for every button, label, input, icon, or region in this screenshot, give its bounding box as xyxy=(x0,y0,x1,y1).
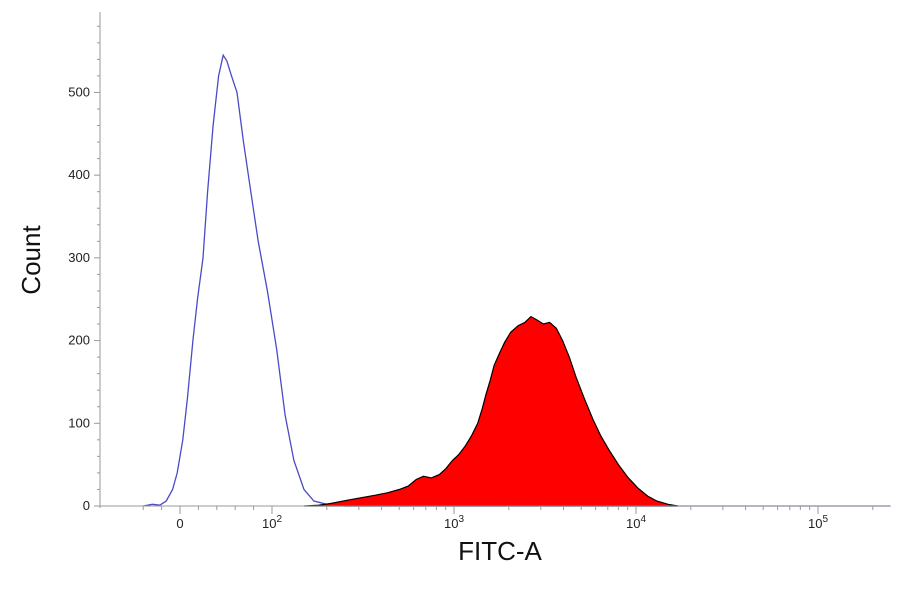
x-tick-label: 0 xyxy=(176,516,183,531)
y-tick-label: 200 xyxy=(68,333,90,348)
x-tick-label: 102 xyxy=(262,514,282,531)
x-axis-title: FITC-A xyxy=(458,536,542,566)
y-tick-label: 100 xyxy=(68,415,90,430)
y-axis: 0 100 200 300 400 500 xyxy=(68,12,101,513)
x-tick-label: 103 xyxy=(444,514,464,531)
plot-area xyxy=(143,53,891,507)
histogram-filled-series xyxy=(303,315,679,507)
y-tick-label: 300 xyxy=(68,250,90,265)
y-tick-label: 0 xyxy=(83,498,90,513)
x-tick-label: 104 xyxy=(626,514,646,531)
x-axis: 0 102 103 104 105 xyxy=(98,505,890,531)
x-tick-label: 105 xyxy=(808,514,828,531)
y-axis-title: Count xyxy=(16,225,46,295)
y-tick-label: 500 xyxy=(68,84,90,99)
histogram-outline-series xyxy=(143,53,891,507)
y-tick-label: 400 xyxy=(68,167,90,182)
